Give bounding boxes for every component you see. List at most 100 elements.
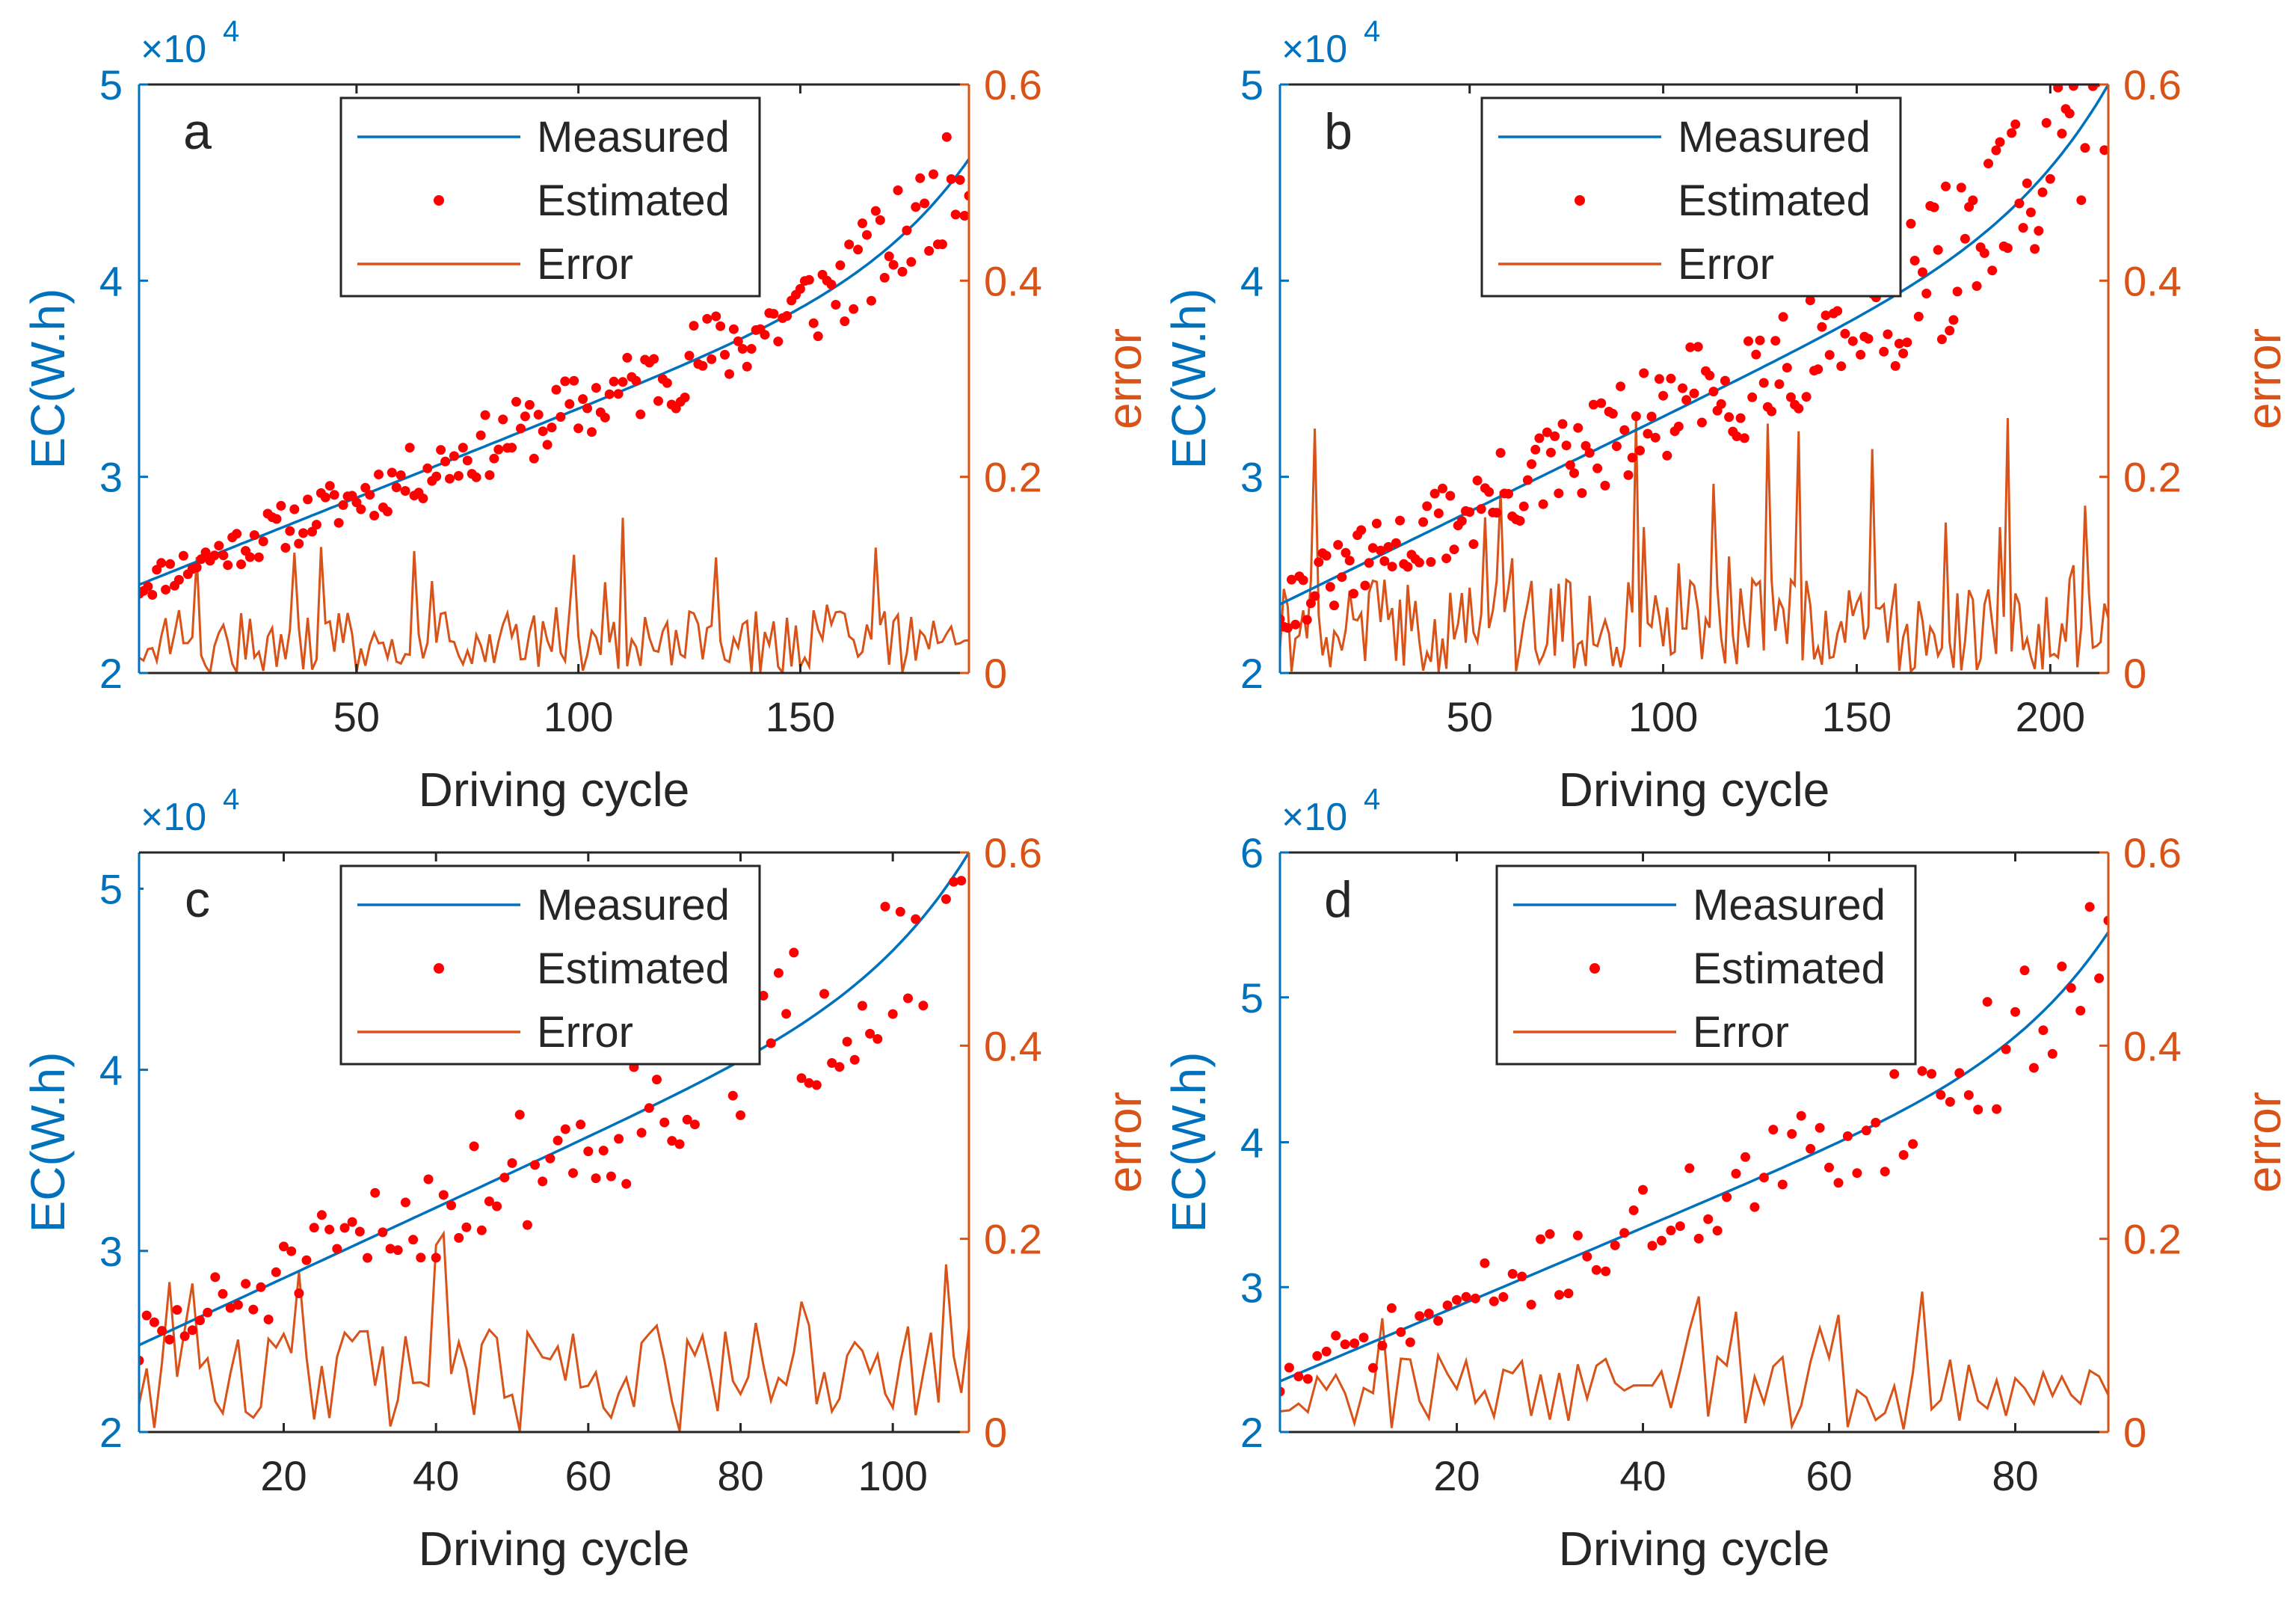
estimated-point	[758, 991, 769, 1001]
estimated-point	[937, 239, 947, 250]
estimated-point	[1396, 1327, 1406, 1337]
x-axis-label: Driving cycle	[419, 763, 690, 817]
estimated-point	[445, 473, 455, 484]
estimated-point	[583, 1146, 594, 1157]
y-tick-label: 2	[1240, 650, 1264, 697]
estimated-point	[1582, 1251, 1592, 1262]
estimated-point	[1600, 480, 1610, 491]
y-right-tick-label: 0.6	[2123, 61, 2182, 108]
estimated-point	[746, 344, 757, 354]
estimated-point	[1495, 448, 1506, 458]
estimated-point	[1302, 615, 1312, 625]
estimated-point	[1936, 1090, 1946, 1100]
estimated-point	[1341, 547, 1351, 558]
measured-line	[139, 852, 969, 1347]
estimated-point	[2057, 961, 2067, 971]
estimated-point	[484, 1196, 494, 1206]
estimated-point	[680, 393, 690, 402]
estimated-point	[1360, 580, 1370, 591]
estimated-point	[1898, 1150, 1909, 1160]
estimated-point	[1282, 623, 1293, 633]
estimated-point	[446, 1200, 456, 1211]
estimated-point	[2084, 902, 2095, 912]
estimated-point	[431, 1253, 441, 1263]
y-right-tick-label: 0	[984, 1409, 1007, 1456]
estimated-point	[875, 215, 885, 225]
estimated-point	[271, 1267, 281, 1277]
estimated-point	[492, 1201, 502, 1211]
estimated-point	[1635, 446, 1645, 455]
estimated-point	[218, 550, 229, 561]
y-tick-label: 4	[99, 1047, 123, 1094]
estimated-point	[1489, 1296, 1499, 1306]
estimated-point	[285, 526, 295, 536]
y-right-tick-label: 0.2	[2123, 454, 2182, 501]
estimated-point	[1647, 1241, 1658, 1251]
estimated-point	[1472, 476, 1483, 485]
estimated-point	[530, 1160, 540, 1170]
estimated-point	[1658, 390, 1669, 401]
estimated-point	[1577, 488, 1587, 498]
estimated-point	[1433, 1315, 1444, 1326]
estimated-point	[529, 453, 539, 464]
estimated-point	[2064, 108, 2075, 119]
estimated-point	[1554, 1290, 1564, 1300]
estimated-point	[1918, 267, 1927, 277]
estimated-point	[644, 1103, 654, 1113]
estimated-point	[1906, 218, 1916, 229]
estimated-point	[858, 218, 867, 229]
estimated-point	[724, 369, 734, 379]
y-exponent-power: 4	[223, 783, 239, 816]
error-line	[1280, 1291, 2108, 1431]
estimated-point	[888, 259, 899, 270]
estimated-point	[1368, 1362, 1378, 1373]
estimated-point	[248, 1304, 259, 1315]
estimated-point	[2072, 66, 2082, 76]
estimated-point	[1340, 1339, 1350, 1350]
estimated-point	[1824, 350, 1835, 360]
estimated-point	[1724, 412, 1735, 423]
panel-label-box	[144, 89, 256, 171]
y-exponent-power: 4	[223, 15, 239, 48]
y-tick-label: 4	[1240, 1119, 1264, 1167]
estimated-point	[1689, 388, 1699, 399]
estimated-point	[400, 486, 410, 496]
y-right-tick-label: 0	[2123, 650, 2146, 697]
estimated-point	[857, 1001, 867, 1011]
y-tick-label: 2	[1240, 1409, 1264, 1456]
estimated-point	[1395, 515, 1405, 526]
estimated-point	[1908, 1139, 1918, 1149]
estimated-point	[796, 1073, 807, 1084]
estimated-point	[2041, 117, 2052, 128]
estimated-point	[865, 1028, 875, 1039]
estimated-point	[256, 1282, 266, 1292]
estimated-point	[2080, 143, 2090, 153]
estimated-point	[1684, 1163, 1695, 1173]
estimated-point	[1741, 1152, 1750, 1162]
estimated-point	[2014, 198, 2025, 209]
estimated-point	[1945, 325, 1955, 336]
estimated-point	[2047, 1048, 2058, 1059]
estimated-point	[1956, 182, 1966, 193]
y-tick-label: 3	[1240, 1264, 1264, 1311]
y-right-tick-label: 0.6	[2123, 829, 2182, 876]
estimated-point	[2010, 1007, 2020, 1017]
estimated-point	[1561, 440, 1572, 451]
estimated-point	[1941, 181, 1951, 191]
estimated-point	[385, 1244, 396, 1254]
estimated-point	[1712, 1226, 1723, 1236]
legend-error-label: Error	[537, 240, 633, 289]
estimated-point	[1616, 381, 1626, 392]
estimated-point	[1452, 1294, 1462, 1305]
estimated-point	[378, 1227, 388, 1238]
x-tick-label: 40	[413, 1452, 459, 1499]
estimated-point	[1376, 545, 1386, 556]
estimated-point	[609, 376, 619, 387]
estimated-point	[210, 1272, 221, 1282]
x-axis-label: Driving cycle	[1559, 1522, 1830, 1576]
estimated-point	[147, 590, 158, 600]
estimated-point	[941, 894, 951, 904]
estimated-point	[1927, 1069, 1936, 1079]
panel-label: a	[183, 103, 212, 160]
estimated-point	[225, 1303, 236, 1313]
